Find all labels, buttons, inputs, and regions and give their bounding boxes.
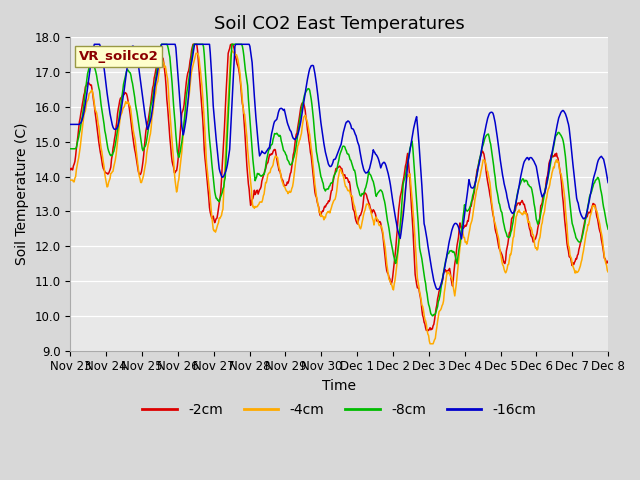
Text: VR_soilco2: VR_soilco2	[79, 50, 158, 63]
Title: Soil CO2 East Temperatures: Soil CO2 East Temperatures	[214, 15, 465, 33]
Legend: -2cm, -4cm, -8cm, -16cm: -2cm, -4cm, -8cm, -16cm	[137, 397, 542, 422]
X-axis label: Time: Time	[322, 379, 356, 393]
Y-axis label: Soil Temperature (C): Soil Temperature (C)	[15, 123, 29, 265]
